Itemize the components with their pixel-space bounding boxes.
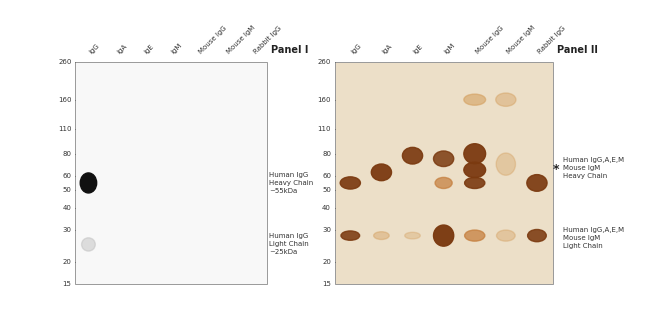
Text: 60: 60 <box>62 173 72 179</box>
Text: 80: 80 <box>62 151 72 157</box>
Text: Panel II: Panel II <box>557 45 598 55</box>
Ellipse shape <box>402 147 423 164</box>
Ellipse shape <box>80 173 97 193</box>
Text: *: * <box>553 163 560 176</box>
Ellipse shape <box>434 151 454 167</box>
Text: IgG: IgG <box>88 43 101 55</box>
Text: IgA: IgA <box>116 43 128 55</box>
Text: Rabbit IgG: Rabbit IgG <box>253 25 283 55</box>
Text: IgE: IgE <box>413 43 424 55</box>
Ellipse shape <box>464 144 486 164</box>
Ellipse shape <box>371 164 391 181</box>
Ellipse shape <box>341 231 359 240</box>
Text: IgM: IgM <box>170 42 183 55</box>
Text: 160: 160 <box>317 97 331 103</box>
Ellipse shape <box>496 93 516 106</box>
Text: 50: 50 <box>62 187 72 193</box>
Ellipse shape <box>464 94 486 105</box>
Text: 50: 50 <box>322 187 331 193</box>
Text: IgE: IgE <box>143 43 155 55</box>
Text: 40: 40 <box>322 205 331 211</box>
Ellipse shape <box>340 177 360 189</box>
Ellipse shape <box>528 230 546 242</box>
Text: 15: 15 <box>62 281 72 287</box>
Text: IgG: IgG <box>350 43 363 55</box>
Ellipse shape <box>82 238 96 251</box>
Text: 40: 40 <box>62 205 72 211</box>
Text: Panel I: Panel I <box>270 45 308 55</box>
Text: Mouse IgM: Mouse IgM <box>226 24 256 55</box>
Text: 20: 20 <box>62 259 72 265</box>
Ellipse shape <box>527 175 547 191</box>
Text: 60: 60 <box>322 173 331 179</box>
Text: Mouse IgG: Mouse IgG <box>198 25 228 55</box>
Ellipse shape <box>464 162 486 178</box>
Text: Human IgG
Light Chain
~25kDa: Human IgG Light Chain ~25kDa <box>269 233 309 256</box>
Ellipse shape <box>405 232 421 239</box>
Text: 30: 30 <box>62 227 72 233</box>
Text: Human IgG,A,E,M
Mouse IgM
Light Chain: Human IgG,A,E,M Mouse IgM Light Chain <box>563 227 624 249</box>
Ellipse shape <box>374 232 389 239</box>
Ellipse shape <box>497 230 515 241</box>
Text: IgM: IgM <box>444 42 456 55</box>
Text: 20: 20 <box>322 259 331 265</box>
Text: 110: 110 <box>58 126 72 132</box>
Ellipse shape <box>434 225 454 246</box>
Text: 30: 30 <box>322 227 331 233</box>
Text: IgA: IgA <box>382 43 393 55</box>
FancyBboxPatch shape <box>75 62 266 284</box>
FancyBboxPatch shape <box>335 62 552 284</box>
Text: Human IgG
Heavy Chain
~55kDa: Human IgG Heavy Chain ~55kDa <box>269 172 313 194</box>
Ellipse shape <box>496 153 515 175</box>
Text: Rabbit IgG: Rabbit IgG <box>537 25 567 55</box>
Ellipse shape <box>435 177 452 188</box>
Text: 110: 110 <box>317 126 331 132</box>
Ellipse shape <box>465 177 485 188</box>
Ellipse shape <box>465 230 485 241</box>
Text: 260: 260 <box>318 59 331 65</box>
Text: Human IgG,A,E,M
Mouse IgM
Heavy Chain: Human IgG,A,E,M Mouse IgM Heavy Chain <box>563 157 624 179</box>
Text: 160: 160 <box>58 97 72 103</box>
Text: 260: 260 <box>58 59 72 65</box>
Text: 80: 80 <box>322 151 331 157</box>
Text: 15: 15 <box>322 281 331 287</box>
Text: Mouse IgG: Mouse IgG <box>474 25 505 55</box>
Text: Mouse IgM: Mouse IgM <box>506 24 536 55</box>
